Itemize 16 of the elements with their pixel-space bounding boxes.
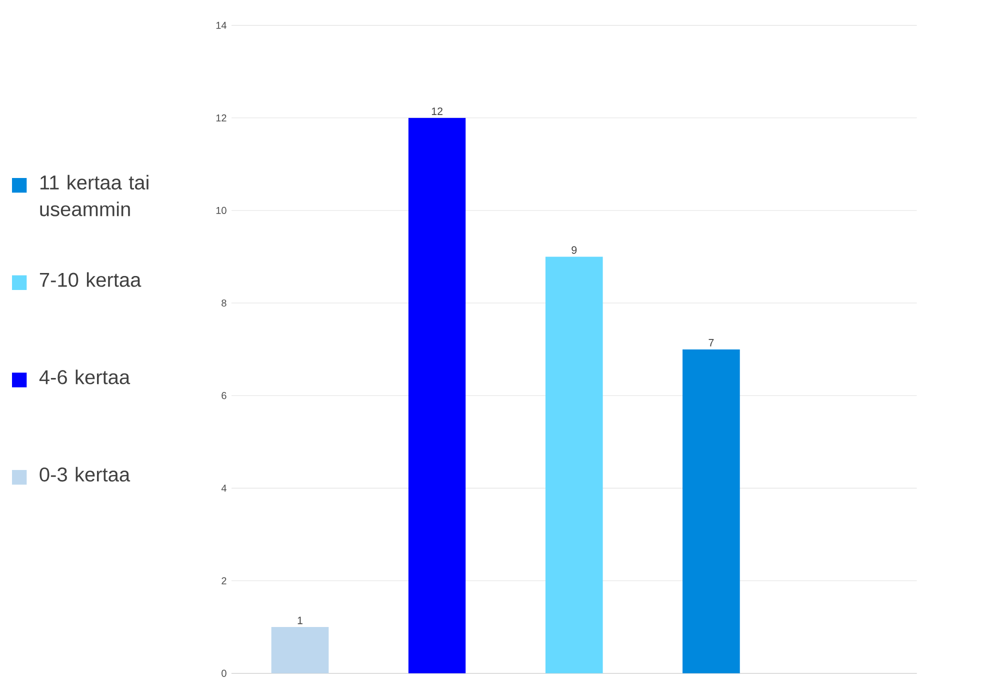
y-tick-label: 4	[221, 484, 226, 492]
data-label: 1	[298, 616, 302, 624]
data-label: 9	[572, 246, 577, 254]
legend-label: 0-3 kertaa	[40, 466, 130, 482]
y-tick-label: 0	[222, 670, 226, 677]
legend-label: 11 kertaa tai useammin	[40, 174, 148, 216]
y-tick-label: 14	[216, 22, 226, 29]
data-label: 12	[432, 108, 442, 115]
data-label: 7	[708, 339, 714, 346]
y-tick-label: 10	[216, 206, 226, 214]
y-tick-label: 8	[222, 299, 226, 307]
legend-label: 4-6 kertaa	[39, 370, 130, 384]
legend-label: 7-10 kertaa	[40, 272, 142, 287]
y-tick-label: 12	[216, 114, 226, 122]
y-tick-label: 2	[222, 577, 226, 584]
y-tick-label: 6	[222, 392, 226, 400]
